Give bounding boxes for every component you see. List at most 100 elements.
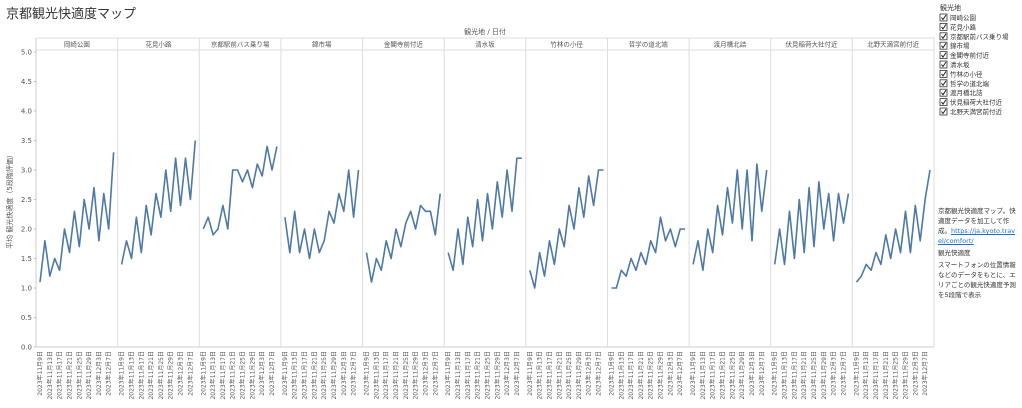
legend-checkbox[interactable] [939, 60, 948, 69]
x-tick-label: 2023年11月29日 [575, 351, 583, 400]
x-tick-label: 2023年12月7日 [350, 351, 358, 396]
x-tick-label: 2023年11月13日 [372, 351, 380, 400]
y-tick-label: 3.5 [21, 137, 32, 145]
x-tick-label: 2023年12月7日 [921, 351, 929, 396]
line-series [284, 169, 360, 260]
legend-label: 北野天満宮前付近 [950, 107, 1003, 116]
x-tick-label: 2023年12月3日 [95, 351, 103, 396]
legend-checkbox[interactable] [939, 32, 948, 41]
line-series [855, 169, 931, 283]
check-mark [941, 33, 947, 40]
legend-label: 伏見稲荷大社付近 [950, 98, 1003, 107]
legend-checkbox[interactable] [939, 13, 948, 22]
line-series [692, 163, 768, 272]
y-tick-label: 1.0 [21, 285, 32, 293]
x-tick-label: 2023年12月3日 [258, 351, 266, 396]
x-tick-label: 2023年11月21日 [147, 351, 155, 400]
y-tick-label: 1.5 [21, 255, 32, 263]
line-series [39, 152, 115, 283]
x-tick-label: 2023年11月9日 [852, 351, 860, 396]
x-tick-label: 2023年11月13日 [46, 351, 54, 400]
x-tick-label: 2023年11月9日 [526, 351, 534, 396]
panel-header: 岡崎公園 [64, 40, 90, 49]
legend-checkbox[interactable] [939, 79, 948, 88]
check-mark [941, 71, 947, 77]
x-tick-label: 2023年11月17日 [137, 351, 145, 400]
panel-header: 竹林の小径 [550, 40, 583, 49]
line-series [202, 145, 278, 236]
x-tick-label: 2023年11月29日 [330, 351, 338, 400]
x-tick-label: 2023年11月9日 [689, 351, 697, 396]
x-tick-label: 2023年11月29日 [820, 351, 828, 400]
x-tick-label: 2023年11月13日 [781, 351, 789, 400]
x-tick-label: 2023年12月7日 [431, 351, 439, 396]
x-tick-label: 2023年11月25日 [565, 351, 573, 400]
x-tick-label: 2023年11月25日 [647, 351, 655, 400]
description: 京都観光快適度マップ。快適度データを加工して作成。https://ja.kyot… [938, 206, 1018, 246]
x-tick-label: 2023年11月17日 [464, 351, 472, 400]
line-series [529, 169, 604, 289]
x-tick-label: 2023年12月7日 [595, 351, 603, 396]
x-tick-label: 2023年11月17日 [872, 351, 880, 400]
x-tick-label: 2023年11月21日 [65, 351, 73, 400]
legend-label: 哲学の道北端 [950, 79, 990, 88]
x-tick-label: 2023年11月9日 [281, 351, 289, 396]
x-tick-label: 2023年12月7日 [839, 351, 847, 396]
x-tick-label: 2023年12月3日 [585, 351, 593, 396]
panel-header: 錦市場 [312, 40, 332, 49]
section-title: 観光快適度 [938, 249, 971, 257]
x-tick-label: 2023年11月13日 [862, 351, 870, 400]
x-tick-label: 2023年11月29日 [493, 351, 501, 400]
y-tick-label: 2.5 [21, 196, 32, 204]
y-tick-label: 5.0 [21, 49, 32, 57]
legend-checkbox[interactable] [939, 88, 948, 97]
x-tick-label: 2023年11月21日 [474, 351, 482, 400]
legend-checkbox[interactable] [939, 22, 948, 31]
x-tick-label: 2023年11月25日 [728, 351, 736, 400]
x-tick-label: 2023年12月7日 [186, 351, 194, 396]
x-tick-label: 2023年11月9日 [444, 351, 452, 396]
x-tick-label: 2023年11月25日 [239, 351, 247, 400]
legend-checkbox[interactable] [939, 70, 948, 78]
x-tick-label: 2023年11月13日 [536, 351, 544, 400]
x-tick-label: 2023年11月17日 [56, 351, 64, 400]
x-tick-label: 2023年11月9日 [607, 351, 615, 396]
x-tick-label: 2023年12月7日 [105, 351, 113, 396]
x-tick-label: 2023年11月21日 [229, 351, 237, 400]
check-mark [941, 42, 947, 49]
y-tick-label: 3.0 [21, 167, 32, 175]
line-series [773, 181, 850, 266]
legend-label: 錦市場 [950, 41, 970, 50]
legend-label: 渡月橋北詰 [950, 88, 983, 97]
x-tick-label: 2023年11月17日 [545, 351, 553, 400]
check-mark [941, 52, 947, 58]
x-tick-label: 2023年11月17日 [382, 351, 390, 400]
y-tick-label: 4.5 [21, 78, 32, 86]
chart-title: 京都観光快適度マップ [6, 6, 136, 22]
y-tick-label: 0.0 [21, 344, 32, 352]
panel-header: 哲学の道北端 [629, 40, 669, 49]
section-text: スマートフォンの位置情報などのデータをもとに、エリアごとの観光快適度予測を5段階… [938, 261, 1016, 299]
x-tick-label: 2023年11月21日 [800, 351, 808, 400]
x-tick-label: 2023年11月25日 [810, 351, 818, 400]
x-tick-label: 2023年12月7日 [758, 351, 766, 396]
source-link[interactable]: https://ja.kyoto.travel/comfort/ [938, 227, 1016, 245]
x-tick-label: 2023年11月25日 [402, 351, 410, 400]
legend-checkbox[interactable] [939, 41, 948, 50]
legend-label: 花見小路 [950, 22, 977, 31]
legend-checkbox[interactable] [939, 98, 948, 106]
x-tick-label: 2023年11月13日 [617, 351, 625, 400]
x-tick-label: 2023年11月17日 [219, 351, 227, 400]
legend-checkbox[interactable] [939, 107, 948, 116]
x-tick-label: 2023年11月13日 [127, 351, 135, 400]
x-tick-label: 2023年12月3日 [748, 351, 756, 396]
line-series [365, 193, 441, 283]
legend-label: 京都駅前バス乗り場 [950, 32, 1009, 41]
legend-label: 岡崎公園 [950, 13, 976, 22]
x-tick-label: 2023年11月13日 [454, 351, 462, 400]
x-tick-label: 2023年11月9日 [363, 351, 371, 396]
x-tick-label: 2023年11月21日 [310, 351, 318, 400]
check-mark [941, 14, 947, 21]
legend-checkbox[interactable] [939, 51, 948, 59]
